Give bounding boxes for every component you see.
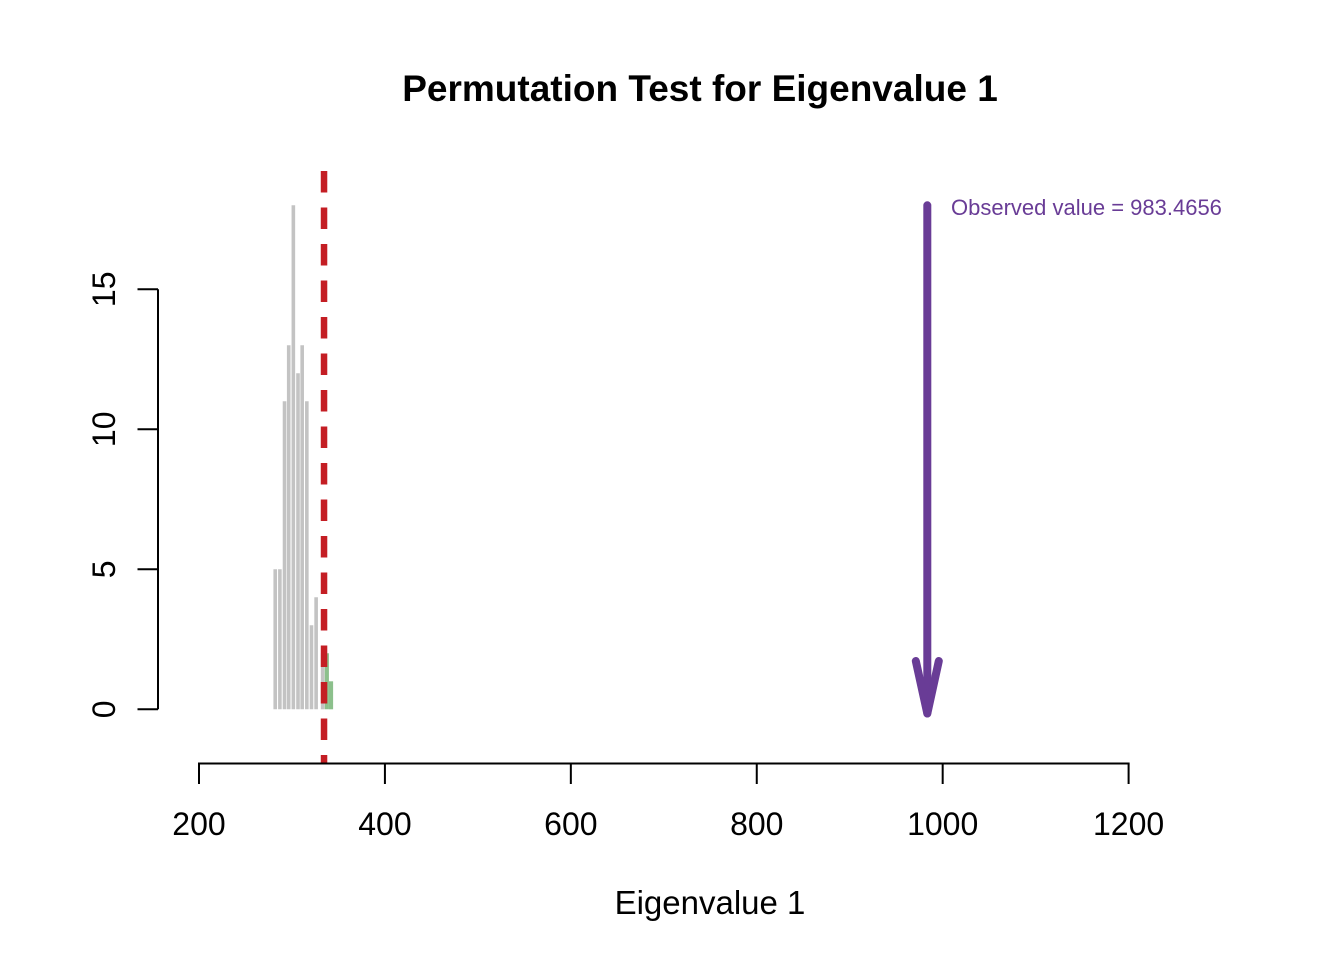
- permuted-eigenvalues-above-threshold-group: [324, 653, 334, 710]
- observed-value-label: Observed value = 983.4656: [951, 195, 1222, 220]
- x-axis: [198, 762, 1130, 784]
- permuted-eigenvalues-below-threshold-group: [273, 205, 325, 710]
- x-axis-title: Eigenvalue 1: [614, 884, 806, 921]
- x-tick-label: 800: [730, 806, 783, 842]
- y-tick-label: 0: [86, 700, 122, 718]
- x-tick-label: 1000: [907, 806, 978, 842]
- x-tick-label: 400: [358, 806, 411, 842]
- y-tick-label: 5: [86, 560, 122, 578]
- y-tick-label: 15: [86, 272, 122, 308]
- y-axis: [137, 288, 159, 711]
- x-tick-label: 600: [544, 806, 597, 842]
- observed-arrow-head-right: [923, 657, 943, 718]
- y-tick-label: 10: [86, 412, 122, 448]
- x-tick-label: 200: [172, 806, 225, 842]
- chart-title: Permutation Test for Eigenvalue 1: [402, 68, 998, 109]
- x-tick-label: 1200: [1093, 806, 1164, 842]
- observed-value-arrow: [911, 201, 943, 718]
